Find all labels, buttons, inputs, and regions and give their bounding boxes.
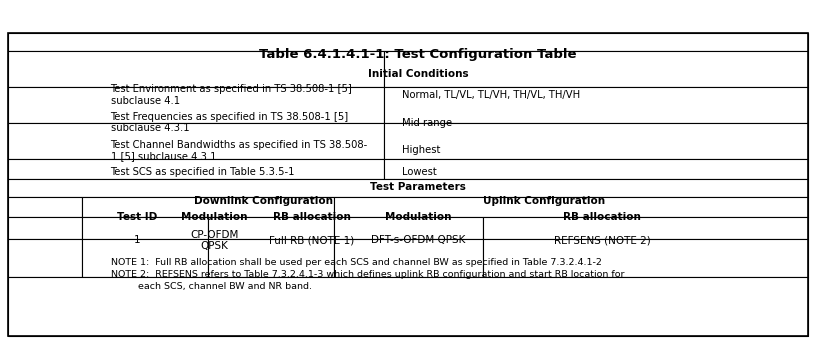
Text: Initial Conditions: Initial Conditions	[368, 69, 468, 79]
Text: Test ID: Test ID	[117, 212, 157, 222]
Text: Normal, TL/VL, TL/VH, TH/VL, TH/VH: Normal, TL/VL, TL/VH, TH/VL, TH/VH	[402, 90, 580, 100]
Bar	[8, 33, 808, 51]
Text: NOTE 1:  Full RB allocation shall be used per each SCS and channel BW as specifi: NOTE 1: Full RB allocation shall be used…	[110, 258, 624, 291]
Bar	[384, 159, 808, 179]
Bar	[82, 197, 334, 217]
Bar	[82, 239, 208, 277]
Bar	[8, 217, 82, 239]
Text: RB allocation: RB allocation	[273, 212, 351, 222]
Bar	[8, 277, 808, 336]
Bar	[483, 239, 808, 277]
Bar	[82, 217, 208, 239]
Bar	[8, 239, 82, 277]
Bar	[384, 51, 808, 87]
Bar	[8, 33, 808, 336]
Text: Highest: Highest	[402, 145, 441, 155]
Text: Mid range: Mid range	[402, 118, 452, 128]
Bar	[8, 123, 384, 159]
Text: CP-OFDM
QPSK: CP-OFDM QPSK	[190, 230, 239, 251]
Text: Downlink Configuration: Downlink Configuration	[193, 196, 333, 206]
Bar	[8, 197, 82, 217]
Text: DFT-s-OFDM QPSK: DFT-s-OFDM QPSK	[371, 235, 466, 245]
Text: Modulation: Modulation	[181, 212, 248, 222]
Bar	[384, 123, 808, 159]
Bar	[8, 179, 808, 197]
Bar	[8, 87, 384, 123]
Text: Uplink Configuration: Uplink Configuration	[483, 196, 605, 206]
Bar	[8, 51, 384, 87]
Text: Table 6.4.1.4.1-1: Test Configuration Table: Table 6.4.1.4.1-1: Test Configuration Ta…	[259, 48, 577, 61]
Bar	[8, 159, 384, 179]
Bar	[334, 197, 808, 217]
Text: Full RB (NOTE 1): Full RB (NOTE 1)	[269, 235, 354, 245]
Text: Test Frequencies as specified in TS 38.508-1 [5]
subclause 4.3.1: Test Frequencies as specified in TS 38.5…	[110, 112, 348, 133]
Bar	[483, 217, 808, 239]
Bar	[334, 217, 483, 239]
Text: Lowest: Lowest	[402, 167, 437, 177]
Text: REFSENS (NOTE 2): REFSENS (NOTE 2)	[554, 235, 650, 245]
Text: Test Environment as specified in TS 38.508-1 [5]
subclause 4.1: Test Environment as specified in TS 38.5…	[110, 84, 353, 106]
Text: Test SCS as specified in Table 5.3.5-1: Test SCS as specified in Table 5.3.5-1	[110, 167, 295, 177]
Text: Test Parameters: Test Parameters	[370, 182, 466, 191]
Text: 1: 1	[134, 235, 140, 245]
Bar	[208, 239, 334, 277]
Bar	[384, 87, 808, 123]
Text: Modulation: Modulation	[385, 212, 452, 222]
Text: Test Channel Bandwidths as specified in TS 38.508-
1 [5] subclause 4.3.1: Test Channel Bandwidths as specified in …	[110, 140, 368, 161]
Bar	[208, 217, 334, 239]
Text: RB allocation: RB allocation	[563, 212, 641, 222]
Bar	[334, 239, 483, 277]
